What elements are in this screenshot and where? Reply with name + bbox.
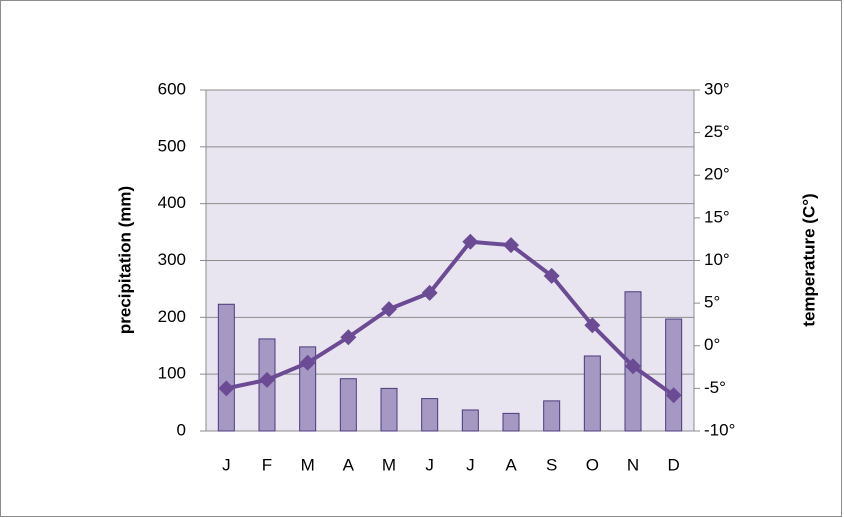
y2-axis-title: temperature (C°) (799, 193, 818, 326)
y-tick-label: 0 (177, 420, 186, 439)
x-tick-label: F (262, 455, 272, 474)
y2-tick-label: 15° (704, 207, 730, 226)
marker (584, 317, 601, 334)
y-tick-label: 600 (158, 79, 186, 98)
bar (217, 303, 235, 432)
marker (625, 358, 641, 375)
bar (502, 412, 520, 432)
y-tick-label: 300 (158, 250, 186, 269)
bar (543, 400, 561, 432)
y2-tick-label: -10° (704, 420, 735, 439)
line (225, 239, 675, 397)
x-tick-label: M (301, 455, 315, 474)
bar (461, 409, 479, 432)
marker (421, 284, 438, 301)
marker (340, 329, 357, 346)
x-tick-label: O (586, 455, 599, 474)
marker (665, 387, 682, 404)
bar (583, 355, 601, 432)
x-tick-label: A (505, 455, 517, 474)
marker (503, 237, 519, 254)
y2-tick-label: 10° (704, 250, 730, 269)
y2-tick-label: 30° (704, 79, 730, 98)
marker (259, 371, 275, 388)
y-axis-title: precipitation (mm) (115, 186, 134, 334)
bar (380, 387, 398, 432)
y2-tick-label: -5° (704, 378, 726, 397)
marker (543, 267, 560, 284)
x-tick-label: N (627, 455, 639, 474)
y-tick-label: 400 (158, 193, 186, 212)
x-tick-label: S (546, 455, 557, 474)
x-tick-label: A (343, 455, 355, 474)
bar (299, 346, 317, 432)
y2-tick-label: 20° (704, 165, 730, 184)
bar (665, 318, 683, 432)
bar (421, 398, 439, 432)
y2-tick-label: 0° (704, 335, 720, 354)
x-tick-label: J (425, 455, 434, 474)
x-tick-label: D (668, 455, 680, 474)
marker (218, 380, 235, 397)
marker (462, 233, 479, 250)
y-tick-label: 200 (158, 307, 186, 326)
y2-tick-label: 5° (704, 293, 720, 312)
marker (381, 301, 397, 318)
marker (299, 354, 316, 371)
bar (339, 378, 357, 432)
y-tick-label: 100 (158, 364, 186, 383)
y-tick-label: 500 (158, 136, 186, 155)
x-tick-label: M (382, 455, 396, 474)
x-tick-label: J (466, 455, 475, 474)
x-tick-label: J (222, 455, 231, 474)
y2-tick-label: 25° (704, 122, 730, 141)
